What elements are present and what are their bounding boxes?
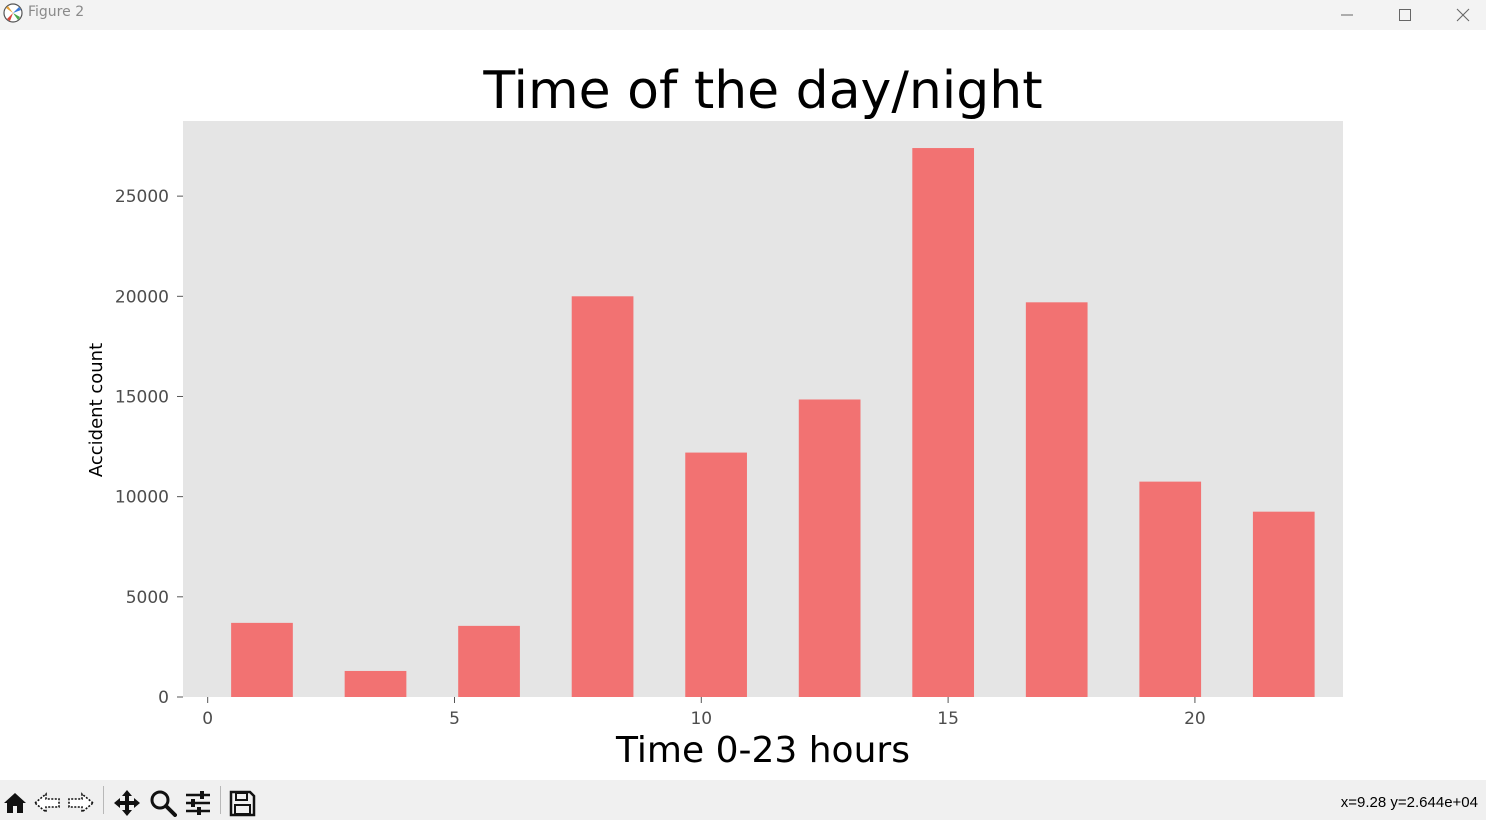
y-tick-label: 15000: [115, 387, 169, 407]
home-button[interactable]: [0, 788, 30, 818]
save-button[interactable]: [227, 788, 257, 818]
back-button[interactable]: [32, 788, 62, 818]
y-tick-label: 5000: [126, 588, 169, 608]
figure-canvas[interactable]: Time of the day/night 0 5 10 15 20 0 5000 1000…: [0, 30, 1486, 780]
y-axis-label: Accident count: [86, 343, 107, 477]
app-icon: [3, 3, 23, 23]
forward-icon: [68, 792, 95, 814]
close-icon: [1456, 8, 1470, 22]
bar-chart: Time of the day/night 0 5 10 15 20 0 5000 1000…: [86, 61, 1343, 771]
bar: [571, 296, 634, 697]
x-tick-label: 20: [1184, 709, 1206, 729]
forward-button[interactable]: [66, 788, 96, 818]
bar: [798, 399, 861, 697]
bar: [1025, 302, 1088, 697]
cursor-coordinates: x=9.28 y=2.644e+04: [1340, 794, 1478, 811]
navigation-toolbar: x=9.28 y=2.644e+04: [0, 780, 1486, 820]
minimize-icon: [1341, 14, 1353, 16]
window-title: Figure 2: [28, 4, 85, 20]
back-icon: [33, 792, 60, 814]
x-tick-label: 10: [690, 709, 712, 729]
window-titlebar: Figure 2: [0, 0, 1486, 30]
toolbar-separator: [103, 786, 104, 814]
y-tick-label: 10000: [115, 488, 169, 508]
maximize-icon: [1399, 9, 1411, 21]
bar: [231, 622, 293, 697]
close-button[interactable]: [1440, 0, 1486, 30]
x-tick-label: 15: [937, 709, 959, 729]
bar: [1252, 511, 1315, 697]
configure-icon: [186, 791, 210, 815]
x-axis-ticks: 0 5 10 15 20: [202, 697, 1206, 729]
bars-group: [231, 148, 1315, 697]
bar: [458, 625, 520, 697]
bar: [1139, 481, 1202, 697]
save-icon: [229, 790, 256, 817]
toolbar-separator: [220, 786, 221, 814]
pan-icon: [114, 790, 140, 816]
y-tick-label: 25000: [115, 187, 169, 207]
minimize-button[interactable]: [1324, 0, 1370, 30]
x-tick-label: 5: [449, 709, 460, 729]
y-axis-ticks: 0 5000 10000 15000 20000 25000: [115, 187, 183, 708]
zoom-icon: [150, 790, 177, 817]
x-tick-label: 0: [202, 709, 213, 729]
bar: [912, 148, 975, 697]
chart-title: Time of the day/night: [482, 61, 1042, 121]
x-axis-label: Time 0-23 hours: [615, 730, 910, 771]
pan-button[interactable]: [112, 788, 142, 818]
home-icon: [4, 793, 26, 813]
zoom-button[interactable]: [148, 788, 178, 818]
configure-button[interactable]: [183, 788, 213, 818]
y-tick-label: 20000: [115, 287, 169, 307]
y-tick-label: 0: [158, 688, 169, 708]
bar: [685, 452, 747, 697]
bar: [344, 670, 407, 697]
maximize-button[interactable]: [1382, 0, 1428, 30]
